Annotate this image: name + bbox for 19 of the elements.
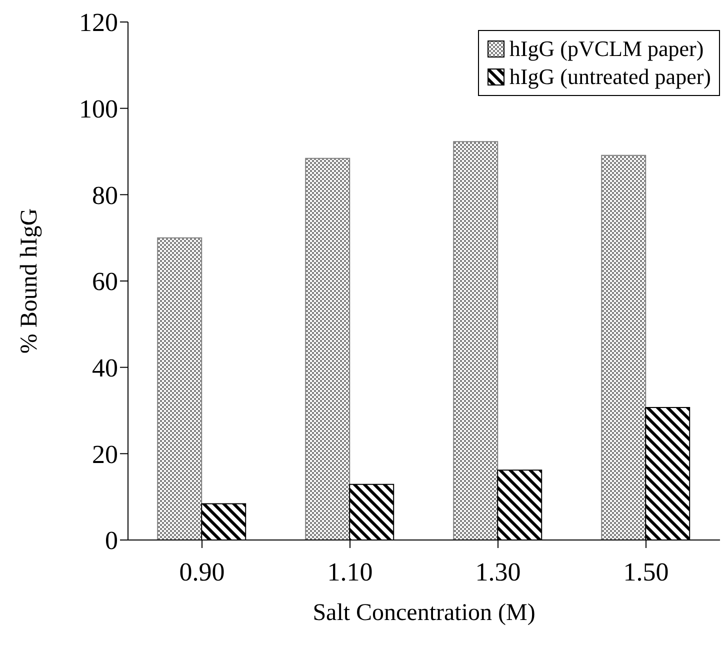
y-tick-label: 60 (92, 267, 118, 296)
x-tick-label: 1.10 (327, 557, 373, 586)
y-axis-title: % Bound hIgG (16, 208, 43, 354)
y-tick-label: 20 (92, 440, 118, 469)
y-tick-label: 80 (92, 180, 118, 210)
x-tick-label: 1.50 (623, 557, 669, 586)
x-axis-title: Salt Concentration (M) (312, 600, 536, 626)
bar (453, 141, 498, 540)
bar (601, 154, 646, 540)
y-tick-label: 120 (79, 8, 118, 38)
bar (305, 158, 350, 540)
x-tick-label: 0.90 (179, 557, 225, 586)
legend-label: hIgG (untreated paper) (509, 63, 711, 91)
y-tick-label: 40 (92, 354, 118, 383)
y-tick-label: 100 (79, 94, 118, 124)
y-tick-label: 0 (105, 526, 118, 556)
x-tick-label: 1.30 (475, 557, 521, 586)
bar (157, 237, 202, 540)
legend-label: hIgG (pVCLM paper) (509, 35, 704, 63)
